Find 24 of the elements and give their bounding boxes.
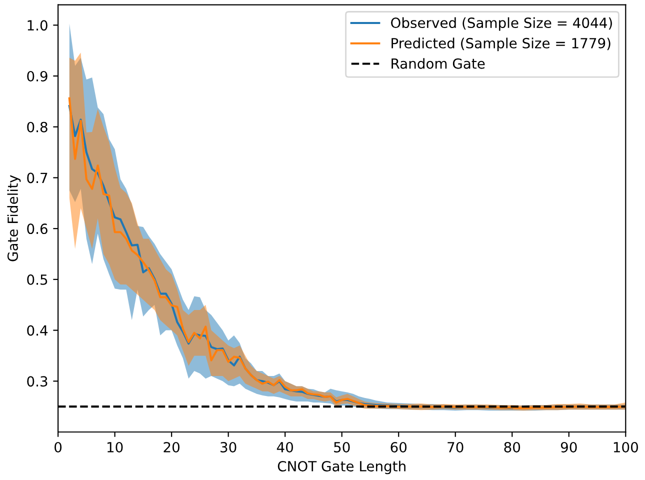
y-tick-label: 0.3 (27, 376, 48, 387)
y-tick-label: 0.8 (27, 122, 48, 132)
x-axis-title: CNOT Gate Length (278, 460, 406, 474)
y-tick-label: 0.7 (27, 172, 48, 184)
x-tick-label: 10 (108, 442, 123, 452)
x-tick-label: 0 (54, 442, 62, 452)
legend-label: Random Gate (392, 58, 485, 69)
x-tick-label: 90 (560, 442, 577, 452)
x-tick-label: 70 (448, 442, 464, 452)
x-tick-label: 60 (390, 442, 407, 452)
y-tick-label: 1.0 (28, 20, 48, 31)
y-tick-label: 0.4 (27, 325, 48, 336)
y-tick-label: 0.9 (27, 70, 48, 82)
y-axis-title: Gate Fidelity (7, 175, 21, 262)
x-tick-label: 30 (220, 442, 236, 452)
legend-label: Observed (Sample Size = 4044) (391, 17, 612, 31)
x-tick-label: 80 (504, 442, 520, 452)
x-tick-label: 40 (276, 442, 294, 452)
legend-label: Predicted (Sample Size = 1779) (392, 38, 610, 52)
x-tick-label: 50 (334, 442, 350, 452)
y-tick-label: 0.6 (27, 224, 48, 234)
x-tick-label: 20 (164, 442, 180, 452)
y-tick-label: 0.5 (27, 274, 48, 285)
x-tick-label: 100 (614, 442, 638, 452)
